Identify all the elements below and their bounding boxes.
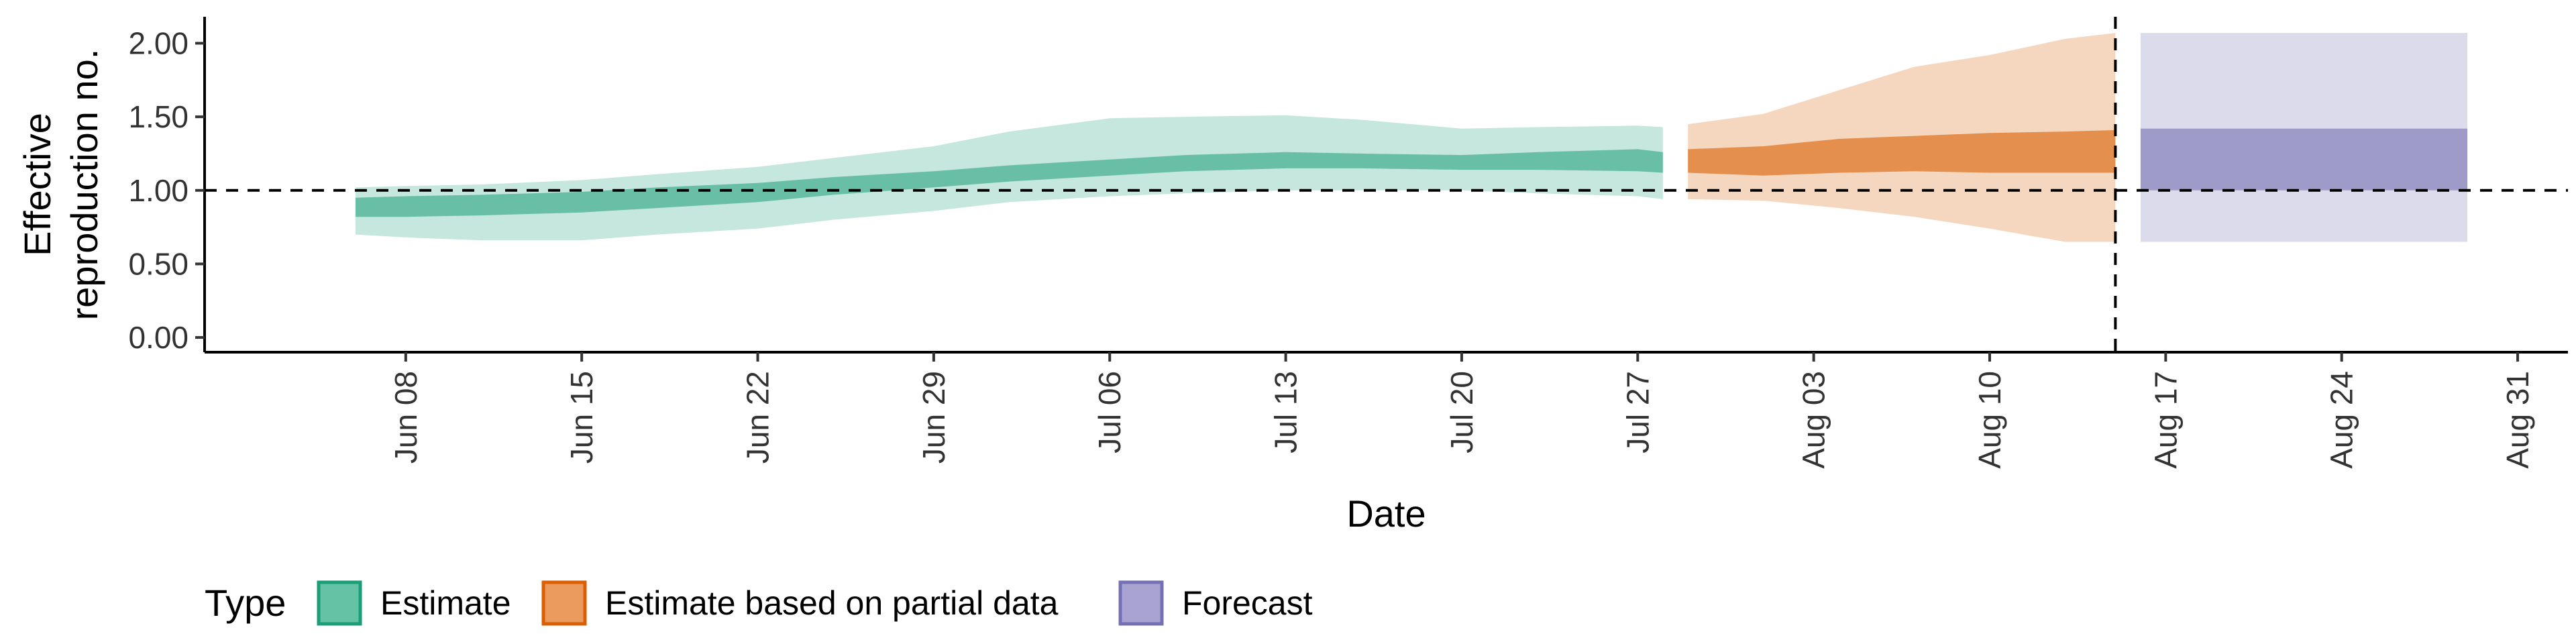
legend-label-2: Forecast: [1182, 584, 1313, 622]
legend-label-0: Estimate: [380, 584, 511, 622]
x-tick-label: Aug 03: [1796, 371, 1831, 469]
y-tick-label: 1.50: [128, 99, 189, 134]
legend-title: Type: [205, 582, 286, 624]
axes-layer: [203, 17, 2568, 354]
legend-key-1: [541, 580, 587, 626]
reference-lines: [205, 17, 2568, 352]
x-tick-label: Jul 06: [1092, 371, 1127, 453]
x-tick-label: Jul 13: [1269, 371, 1303, 453]
x-tick-label: Aug 10: [1972, 371, 2007, 469]
legend-key-0: [317, 580, 362, 626]
y-ticks: 0.00 0.50 1.00 1.50 2.00: [128, 25, 205, 355]
y-tick-label: 2.00: [128, 25, 189, 60]
x-tick-label: Jun 15: [564, 371, 599, 464]
legend: Type Estimate Estimate based on partial d…: [205, 580, 1313, 626]
y-axis-title-line-1: Effective: [16, 113, 58, 256]
x-ticks: Jun 08 Jun 15 Jun 22 Jun 29 Jul 06 Jul 13 Jul …: [388, 352, 2535, 469]
x-tick-label: Jun 22: [741, 371, 775, 464]
y-tick-label: 0.00: [128, 320, 189, 355]
series-1: [1688, 33, 2116, 242]
series-0: [355, 115, 1663, 241]
x-tick-label: Jul 27: [1620, 371, 1655, 453]
y-axis-title: Effective reproduction no.: [16, 49, 105, 321]
x-tick-label: Jun 29: [916, 371, 951, 464]
band-50-series-1: [1688, 129, 2116, 176]
legend-key-2: [1118, 580, 1164, 626]
band-50-series-0: [355, 149, 1663, 217]
x-tick-label: Jun 08: [388, 371, 423, 464]
y-axis-title-line-2: reproduction no.: [63, 49, 105, 321]
x-tick-label: Aug 31: [2500, 371, 2535, 469]
series-2: [2140, 33, 2468, 242]
legend-label-1: Estimate based on partial data: [605, 584, 1059, 622]
y-tick-label: 1.00: [128, 173, 189, 208]
x-tick-label: Jul 20: [1444, 371, 1479, 453]
y-tick-label: 0.50: [128, 246, 189, 281]
x-tick-label: Aug 24: [2324, 371, 2359, 469]
band-50-series-2: [2140, 128, 2468, 191]
bands-layer: [355, 33, 2468, 242]
x-tick-label: Aug 17: [2148, 371, 2183, 469]
x-axis-title: Date: [1346, 492, 1426, 535]
